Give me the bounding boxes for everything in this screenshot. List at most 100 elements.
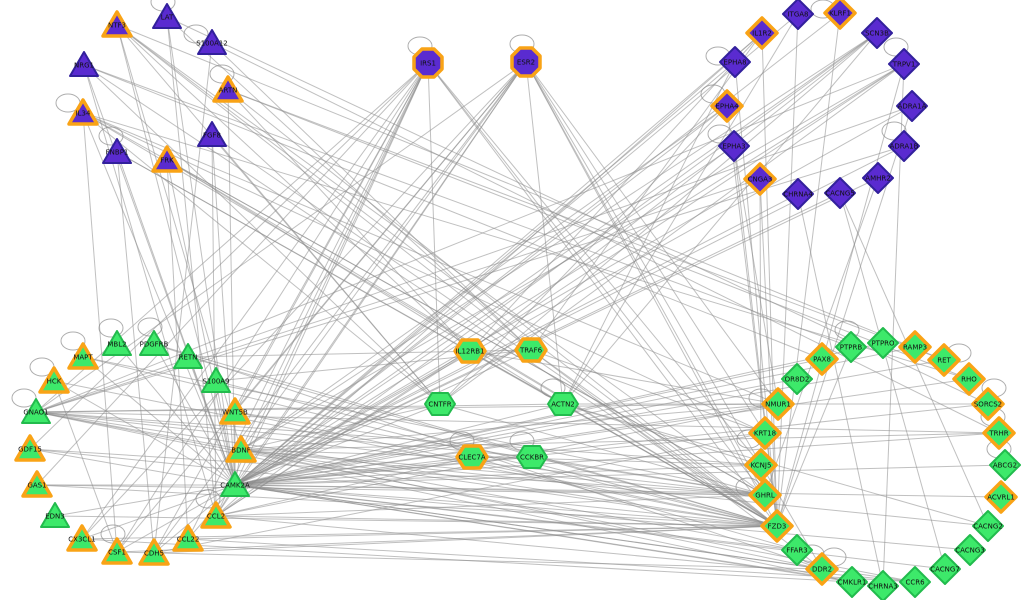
edge-CAMK2A-CACNG7 [234,484,946,570]
node-BDNF[interactable] [225,435,257,463]
node-HCK[interactable] [38,366,70,394]
edge-IRS1-CX3CL1 [81,62,429,540]
node-MAPT[interactable] [67,342,99,370]
node-CACNG7[interactable] [929,553,961,585]
edge-WNT5B-FZD3 [234,411,778,527]
node-PAX8[interactable] [805,342,839,376]
edge-FGF8-CCL2 [211,134,217,517]
edge-ESR2-WNT5B [234,61,527,413]
node-KCNJ5[interactable] [744,448,778,482]
node-CDH5[interactable] [138,538,170,566]
node-CNTFR[interactable] [424,392,456,416]
node-CACNG2[interactable] [972,510,1004,542]
node-IL12RB1[interactable] [453,338,487,364]
node-NMUR1[interactable] [761,387,795,421]
node-FRK[interactable] [151,145,183,173]
edge-BDNF-KCNJ5 [240,449,762,466]
node-TRPV1[interactable] [888,48,920,80]
node-CACNG3[interactable] [954,534,986,566]
node-IRS1[interactable] [412,47,444,79]
node-FFAR3[interactable] [781,534,813,566]
edge-IL34-CNTFR [82,112,441,405]
edge-KLRF1-FZD3 [776,12,841,527]
edge-CAMK2A-CHRNA3 [234,484,884,587]
edge-IRS1-GHRL [427,62,766,496]
node-RETN[interactable] [173,343,203,369]
node-RAMP3[interactable] [898,330,932,364]
node-GAS1[interactable] [21,470,53,498]
node-ARTN[interactable] [212,75,244,103]
edge-NTF3-RET [116,24,945,361]
node-IL34[interactable] [67,98,99,126]
node-CX3CL1[interactable] [66,524,98,552]
node-CCL22[interactable] [172,524,204,552]
edge-S100A12-CDH5 [153,42,213,554]
node-KLRF1[interactable] [823,0,857,30]
node-KRT18[interactable] [748,416,782,450]
node-TRAF6[interactable] [514,337,548,363]
node-CMKLR1[interactable] [836,566,868,598]
edge-S100A9-FZD3 [215,380,778,527]
node-LAT[interactable] [152,3,182,29]
node-EPHA4[interactable] [710,89,744,123]
node-CNGA3[interactable] [743,162,777,196]
node-PTPRB[interactable] [835,331,867,363]
node-CHRNA4[interactable] [782,178,814,210]
node-ADRA1A[interactable] [896,90,928,122]
node-RHO[interactable] [952,362,986,396]
node-ABCG2[interactable] [989,449,1021,481]
node-GNAO1[interactable] [21,398,51,424]
node-ACTN2[interactable] [547,392,579,416]
node-EPHA8[interactable] [719,46,751,78]
node-CCR6[interactable] [899,566,931,598]
node-ADRA1B[interactable] [888,130,920,162]
node-layer [14,0,1021,600]
node-FGF8[interactable] [197,121,227,147]
node-S100A9[interactable] [201,367,231,393]
node-MBL2[interactable] [102,330,132,356]
node-PDGFRB[interactable] [139,330,169,356]
node-DDR2[interactable] [805,552,839,586]
node-FNBP1[interactable] [102,138,132,164]
node-ITGA8[interactable] [782,0,814,30]
node-EDN3[interactable] [40,502,70,528]
node-GHRL[interactable] [748,478,782,512]
node-CHRNA3[interactable] [867,570,899,600]
node-CACNG5[interactable] [824,177,856,209]
node-ESR2[interactable] [510,46,542,78]
node-ACVRL1[interactable] [984,480,1018,514]
node-SCN3B[interactable] [861,17,893,49]
node-PTPRO[interactable] [867,327,899,359]
node-AMHR2[interactable] [862,162,894,194]
node-GDF15[interactable] [14,434,46,462]
node-CSF1[interactable] [101,537,133,565]
node-TRHR[interactable] [982,416,1016,450]
node-CAMK2A[interactable] [220,471,250,497]
node-NTF3[interactable] [101,10,133,38]
node-WNT5B[interactable] [219,397,251,425]
node-CCKBR[interactable] [516,445,548,469]
edge-IL34-CAMK2A [82,112,236,486]
node-OR8D2[interactable] [781,363,813,395]
node-NRG1[interactable] [69,51,99,77]
node-CLEC7A[interactable] [455,444,489,470]
node-SORCS2[interactable] [971,387,1005,421]
edge-ESR2-GHRL [525,61,766,496]
edge-CHRNA4-CHRNA3 [797,193,884,587]
edge-SCN3B-IL12RB1 [469,32,878,352]
node-EPHA3[interactable] [718,130,750,162]
edge-SCN3B-BDNF [240,32,878,451]
edge-GNAO1-CCR6 [35,411,916,583]
node-RET[interactable] [927,343,961,377]
node-S100A12[interactable] [197,29,227,55]
edge-MBL2-CAMK2A [116,343,236,486]
node-IL1R2[interactable] [745,16,779,50]
node-FZD3[interactable] [760,509,794,543]
edge-BDNF-TRHR [240,432,1000,451]
edge-FGF8-CNTFR [211,134,441,405]
edge-IRS1-CCL22 [187,62,429,540]
edge-IL1R2-CAMK2A [234,32,763,486]
node-CCL2[interactable] [200,501,232,529]
